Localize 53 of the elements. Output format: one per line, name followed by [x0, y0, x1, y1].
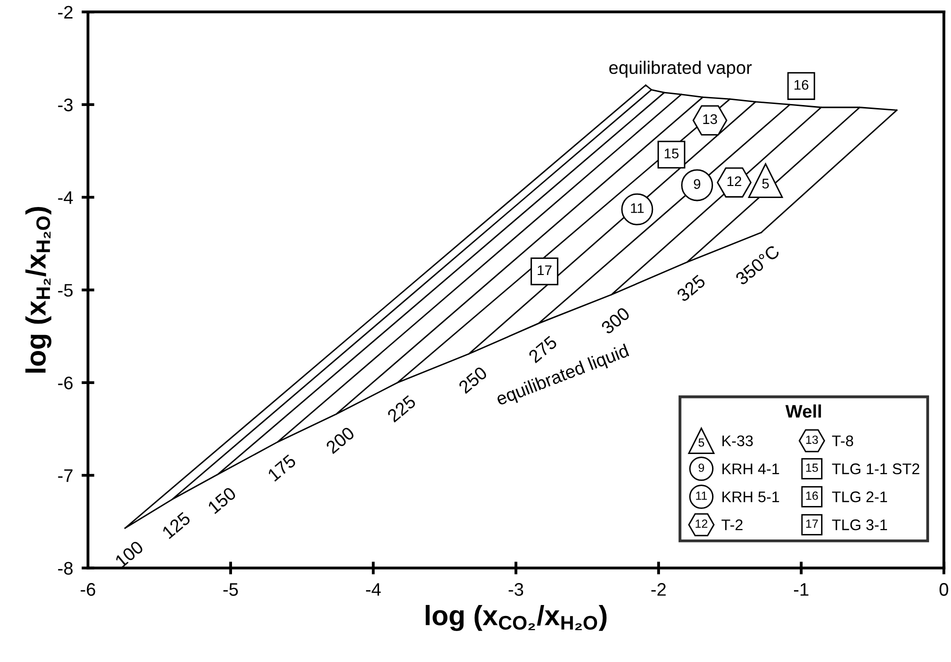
legend-label: KRH 5-1: [722, 492, 780, 502]
y-tick-label: -4: [58, 191, 73, 204]
point: [748, 163, 783, 198]
x-tick-label: -6: [80, 583, 96, 596]
text: 16: [806, 492, 818, 500]
y-tick-label: -3: [58, 98, 73, 112]
x-tick-label: -2: [651, 583, 666, 596]
x-tick-label: 0: [940, 583, 948, 596]
annotation: equilibrated vapor: [609, 60, 752, 78]
annotation: 150: [207, 486, 237, 514]
annotation: 225: [386, 394, 417, 423]
annotation: 200: [325, 426, 356, 454]
y-axis-title: log (x$_{H₂}$/x$_{H₂O}$): [25, 206, 52, 373]
text: 13: [806, 436, 818, 444]
annotation: 300: [600, 306, 631, 335]
text: 17: [806, 520, 818, 528]
x-axis-title: log (x$_{CO₂}$/x$_{H₂O}$): [426, 604, 607, 631]
legend-label: T-8: [832, 435, 854, 446]
legend-label: KRH 4-1: [722, 464, 780, 474]
legend-label: K-33: [722, 435, 753, 446]
annotation: 17: [538, 265, 552, 276]
annotation: 250: [458, 366, 488, 394]
legend-label: T-2: [722, 519, 743, 530]
annotation: 5: [762, 178, 769, 188]
legend-label: TLG 2-1: [832, 491, 888, 502]
annotation: 125: [162, 511, 192, 540]
annotation: 175: [267, 454, 297, 482]
legend-label: TLG 1-1 ST2: [832, 463, 920, 474]
annotation: 325: [676, 274, 706, 302]
legend-title: Well: [785, 404, 821, 418]
text: 12: [696, 520, 708, 528]
text: 5: [698, 438, 704, 447]
x-tick-label: -3: [508, 583, 524, 596]
y-tick-label: -2: [58, 6, 72, 18]
annotation: 9: [694, 179, 700, 189]
annotation: 13: [703, 114, 718, 124]
text: 9: [698, 464, 704, 472]
x-tick-label: -4: [366, 583, 381, 596]
x-tick-label: -1: [794, 583, 808, 596]
legend-label: TLG 3-1: [832, 519, 888, 530]
text: 11: [696, 492, 707, 500]
y-tick-label: -6: [58, 376, 73, 390]
point: [681, 169, 714, 202]
annotation: 12: [728, 176, 742, 186]
text: 15: [806, 464, 818, 472]
annotation: 100: [114, 540, 144, 568]
y-tick-label: -8: [58, 562, 73, 575]
annotation: 16: [794, 80, 808, 90]
annotation: 15: [664, 148, 679, 158]
annotation: 11: [631, 203, 644, 213]
y-tick-label: -5: [58, 284, 73, 297]
y-tick-label: -7: [58, 469, 72, 482]
x-tick-label: -5: [223, 583, 238, 596]
